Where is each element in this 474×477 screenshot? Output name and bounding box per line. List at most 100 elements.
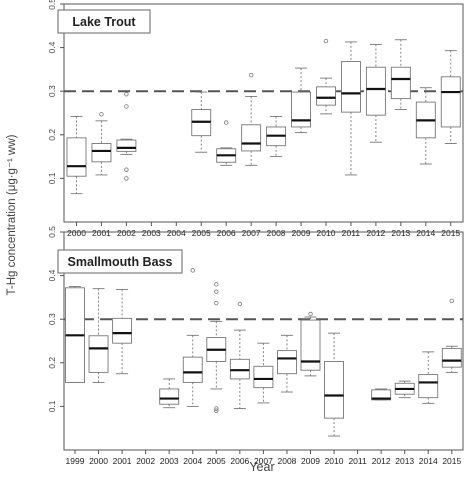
x-tick-label: 2014 [419,456,438,466]
x-tick-label: 2009 [292,228,311,238]
x-tick-label: 2004 [183,456,202,466]
x-tick-label: 2011 [342,228,361,238]
box-2012 [371,388,392,401]
outlier-point [124,176,129,181]
box-iqr [371,389,392,401]
y-tick-label: 0.1 [47,400,57,412]
x-tick-label: 2000 [89,456,108,466]
box-iqr [253,365,274,389]
x-tick-label: 2007 [254,456,273,466]
x-tick-label: 2014 [416,228,435,238]
x-tick-label: 2015 [442,456,461,466]
y-tick-label: 0.2 [47,129,57,141]
box-2007 [241,72,262,166]
outlier-point [214,300,219,306]
x-tick-label: 2010 [325,456,344,466]
x-tick-label: 2012 [366,228,385,238]
outlier-point [223,120,229,125]
x-tick-label: 2000 [67,228,86,238]
outlier-point [308,311,313,317]
box-2010 [316,38,336,115]
y-tick-label: 0.4 [47,41,57,53]
box-iqr [441,347,462,368]
outlier-point [99,112,104,117]
box-2010 [324,332,344,437]
box-2006 [216,120,237,166]
box-2001 [112,264,133,375]
box-2014 [415,87,436,165]
x-tick-label: 2009 [301,456,320,466]
panel-title: Lake Trout [72,15,136,29]
x-tick-label: 2012 [372,456,391,466]
outlier-point [124,92,129,97]
x-tick-label: 2004 [167,228,186,238]
x-tick-label: 2005 [192,228,211,238]
x-tick-label: 2011 [348,456,367,466]
x-tick-label: 2002 [136,456,155,466]
box-iqr [341,61,361,113]
box-2013 [394,380,415,399]
x-tick-label: 2013 [391,228,410,238]
box-2000 [66,116,87,195]
x-tick-label: 2005 [207,456,226,466]
outlier-point [237,301,243,307]
y-tick-label: 0.1 [47,172,57,184]
box-2012 [365,44,386,143]
outlier-point [214,282,219,287]
box-2001 [91,112,112,176]
x-tick-label: 2008 [277,456,296,466]
box-2014 [418,351,439,404]
x-tick-label: 1999 [66,456,85,466]
y-tick-label: 0.3 [47,85,57,97]
box-iqr [277,350,297,375]
box-iqr [88,335,109,373]
outlier-point [214,406,219,411]
box-2003 [159,378,180,409]
y-tick-label: 0.5 [47,0,57,10]
box-2009 [300,311,321,377]
box-2011 [341,41,361,176]
box-2000 [88,288,109,383]
box-1999 [65,286,85,383]
box-iqr [241,124,262,152]
x-tick-label: 2002 [117,228,136,238]
box-2004 [182,268,203,407]
box-iqr [440,76,461,128]
box-2006 [229,301,250,410]
outlier-point [248,72,254,78]
panel-title-box [57,9,151,34]
panel-lake-trout: 0.1 0.2 0.3 0.4 0.5 2000 2001 2002 2003 2004 2005 2… [47,0,464,238]
box-2009 [291,67,311,134]
x-tick-label: 2003 [160,456,179,466]
box-2008 [266,116,287,158]
x-tick-label: 2006 [217,228,236,238]
x-tick-label: 2013 [395,456,414,466]
outlier-point [214,408,219,413]
x-tick-label: 2006 [230,456,249,466]
box-iqr [159,388,180,405]
x-tick-label: 2007 [242,228,261,238]
outlier-point [124,104,129,109]
box-iqr [316,86,336,106]
panel-title: Smallmouth Bass [68,255,173,269]
plot-frame [63,3,464,223]
box-iqr [300,319,321,371]
box-iqr [418,374,439,399]
panel-title-box [57,249,183,274]
box-iqr [182,356,203,383]
box-iqr [291,91,311,128]
y-tick-label: 0.2 [47,357,57,369]
x-tick-label: 2003 [142,228,161,238]
box-2007 [253,342,274,404]
y-tick-label: 0.5 [47,226,57,238]
box-iqr [66,137,87,177]
box-iqr [91,143,112,163]
box-iqr [365,66,386,116]
x-tick-label: 2001 [92,228,111,238]
x-tick-label: 2015 [441,228,460,238]
outlier-point [323,38,329,44]
y-tick-label: 0.3 [47,313,57,325]
box-2015 [440,50,461,144]
box-2013 [390,39,411,110]
